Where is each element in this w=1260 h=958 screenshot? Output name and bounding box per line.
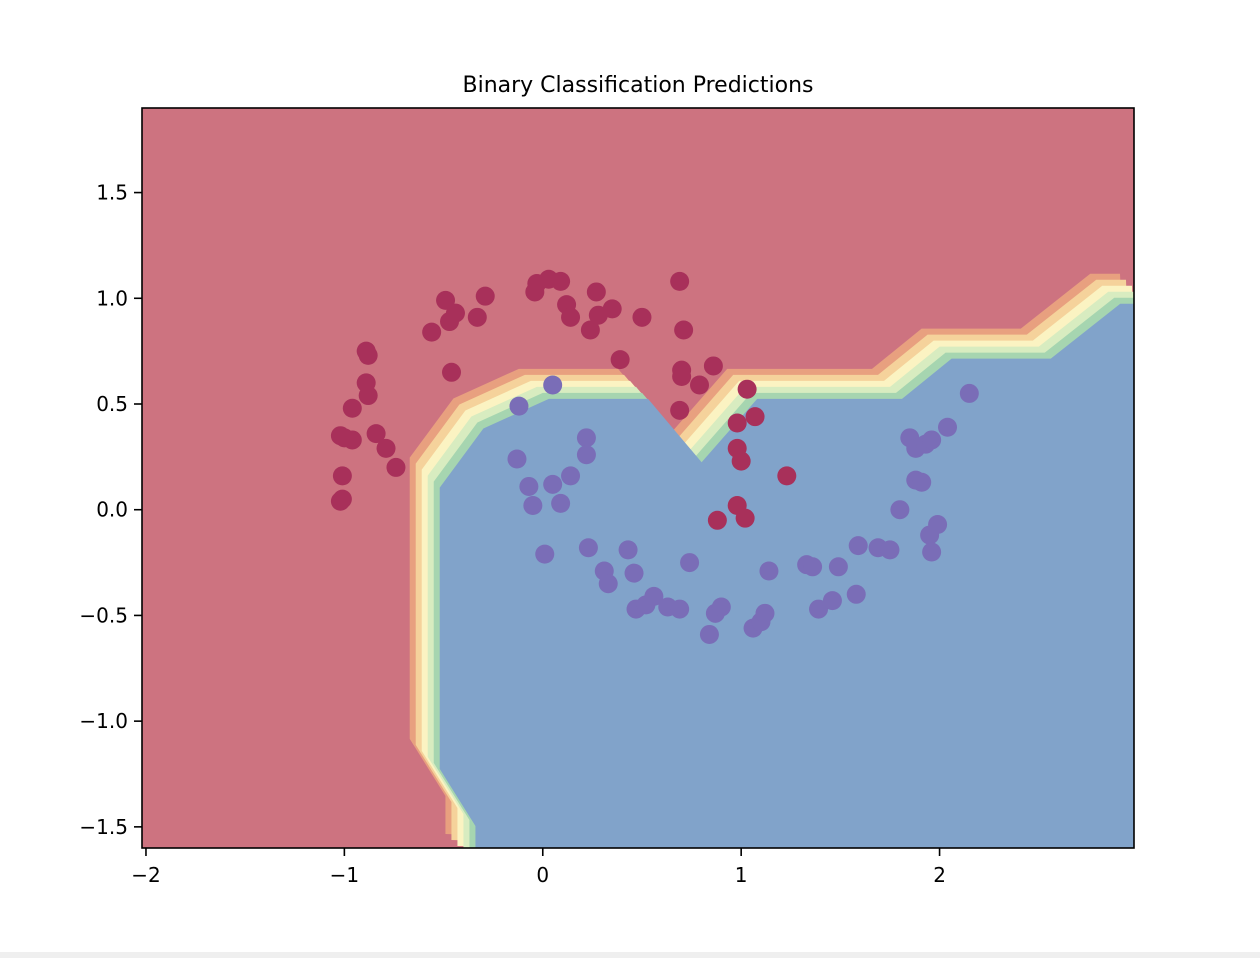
x-tick-label: 0: [536, 863, 549, 887]
class-0-point: [670, 400, 690, 420]
class-1-point: [598, 574, 618, 594]
class-1-point: [576, 445, 596, 465]
y-tick-label: 1.5: [96, 181, 128, 205]
y-axis: −1.5 −1.0 −0.5 0.0 0.5 1.0 1.5: [79, 181, 142, 839]
data-points: [330, 269, 979, 644]
class-0-point: [475, 286, 495, 306]
plot-frame: [141, 107, 1135, 849]
bottom-strip: [0, 952, 1260, 958]
class-1-point: [848, 536, 868, 556]
class-0-point: [727, 413, 747, 433]
y-tick-label: 1.0: [96, 286, 128, 310]
class-0-point: [358, 345, 378, 365]
y-tick-label: −1.5: [79, 815, 128, 839]
class-1-point: [507, 449, 527, 469]
x-tick-label: −2: [131, 863, 160, 887]
class-0-point: [342, 398, 362, 418]
class-1-point: [578, 538, 598, 558]
class-0-point: [672, 367, 692, 387]
class-0-point: [737, 379, 757, 399]
class-0-point: [366, 424, 386, 444]
class-1-point: [711, 597, 731, 617]
class-1-point: [680, 553, 700, 573]
class-0-point: [707, 510, 727, 530]
chart-title: Binary Classification Predictions: [462, 73, 813, 98]
class-0-point: [445, 303, 465, 323]
class-0-point: [610, 350, 630, 370]
class-0-point: [551, 271, 571, 291]
class-0-point: [777, 466, 797, 486]
class-1-point: [535, 544, 555, 564]
class-1-point: [624, 563, 644, 583]
class-0-point: [356, 373, 376, 393]
class-1-point: [670, 599, 690, 619]
class-0-point: [376, 438, 396, 458]
class-1-point: [759, 561, 779, 581]
class-0-point: [670, 271, 690, 291]
class-0-point: [467, 307, 487, 327]
class-0-point: [735, 508, 755, 528]
class-1-point: [755, 603, 775, 623]
class-1-point: [519, 476, 539, 496]
class-0-point: [580, 320, 600, 340]
class-1-point: [576, 428, 596, 448]
class-1-point: [561, 466, 581, 486]
class-1-point: [543, 375, 563, 395]
x-axis: −2 −1 0 1 2: [131, 848, 946, 887]
class-1-point: [938, 417, 958, 437]
class-1-point: [523, 495, 543, 515]
class-0-point: [442, 362, 462, 382]
class-1-point: [828, 557, 848, 577]
class-1-point: [699, 624, 719, 644]
plot-area: [142, 108, 1134, 848]
class-0-point: [561, 307, 581, 327]
x-tick-label: 2: [933, 863, 946, 887]
class-1-point: [644, 586, 664, 606]
class-0-point: [422, 322, 442, 342]
class-0-point: [586, 282, 606, 302]
y-tick-label: −0.5: [79, 603, 128, 627]
class-1-point: [846, 584, 866, 604]
class-1-point: [551, 493, 571, 513]
y-tick-label: −1.0: [79, 709, 128, 733]
class-0-point: [690, 375, 710, 395]
class-1-point: [922, 542, 942, 562]
y-tick-label: 0.5: [96, 392, 128, 416]
class-1-point: [880, 540, 900, 560]
y-tick-label: 0.0: [96, 498, 128, 522]
class-1-point: [618, 540, 638, 560]
x-tick-label: 1: [735, 863, 748, 887]
class-1-point: [809, 599, 829, 619]
class-1-point: [922, 430, 942, 450]
class-1-point: [803, 557, 823, 577]
class-1-point: [509, 396, 529, 416]
class-0-point: [674, 320, 694, 340]
class-1-point: [822, 591, 842, 611]
class-0-point: [703, 356, 723, 376]
class-0-point: [731, 451, 751, 471]
class-0-point: [745, 407, 765, 427]
class-1-point: [959, 383, 979, 403]
class-0-point: [332, 489, 352, 509]
class-1-point: [912, 472, 932, 492]
class-0-point: [602, 299, 622, 319]
class-1-region: [439, 303, 1134, 848]
class-1-point: [890, 500, 910, 520]
class-0-point: [632, 307, 652, 327]
class-1-point: [543, 474, 563, 494]
class-1-point: [928, 515, 948, 535]
class-0-point: [342, 430, 362, 450]
class-0-point: [332, 466, 352, 486]
class-0-point: [386, 457, 406, 477]
x-tick-label: −1: [330, 863, 359, 887]
